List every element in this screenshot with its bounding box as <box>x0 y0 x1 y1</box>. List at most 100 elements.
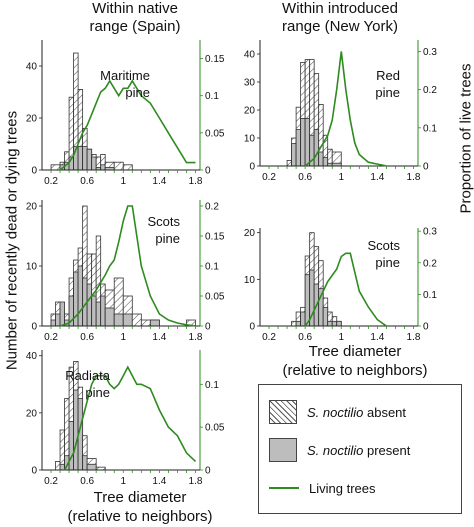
panel-4-y2-tick-label: 0.3 <box>423 47 437 58</box>
y-axis-title-right: Proportion of live trees <box>457 63 474 214</box>
panel-2-bar-present-0 <box>50 319 56 327</box>
panel-2-bar-present-11 <box>100 295 106 327</box>
panel-1-x-tick-label: 1.8 <box>189 176 203 187</box>
panel-4-species-label: Red <box>376 68 400 83</box>
panel-2-bar-present-14 <box>122 313 133 327</box>
panel-3-y-tick-label: 20 <box>26 408 38 419</box>
panel-5-bar-present-8 <box>327 320 333 327</box>
panel-5-bar-present-10 <box>336 320 342 327</box>
panel-2-species-label: pine <box>155 231 180 246</box>
panel-4-y2-tick-label: 0 <box>423 162 429 173</box>
panel-4-bar-present-4 <box>304 118 311 167</box>
panel-2-bar-present-2 <box>59 301 65 327</box>
panel-2-x-tick-label: 1 <box>120 332 126 343</box>
x-axis-title-right: Tree diameter (relative to neighbors) <box>250 342 460 380</box>
panel-5-y-tick-label: 0 <box>249 322 255 333</box>
panel-5-y2-tick-label: 0.2 <box>423 258 437 269</box>
panel-1-y-tick-label: 0 <box>31 166 37 177</box>
panel-3-living-trees-line <box>63 365 197 471</box>
panel-5-bar-present-7 <box>322 306 329 327</box>
panel-2-species-label: Scots <box>147 214 180 229</box>
panel-2-bar-present-9 <box>91 295 97 327</box>
y-axis-title-left: Number of recently dead or dying trees <box>3 110 21 371</box>
panel-4-y-tick-label: 0 <box>249 162 255 173</box>
panel-2-bar-present-10 <box>95 301 102 327</box>
x-axis-title-left-line-1: Tree diameter <box>93 489 187 506</box>
panel-1-living-trees-line <box>59 79 196 171</box>
panel-1-bar-absent-13 <box>122 164 133 171</box>
panel-3-bar-absent-0 <box>55 461 61 471</box>
header-native-range: Within native range (Spain) <box>40 0 230 36</box>
panel-2-y2-tick-label: 0.05 <box>205 292 225 303</box>
panel-5-y2-tick-label: 0 <box>423 322 429 333</box>
legend-swatch-gray <box>269 438 297 462</box>
panel-4-y-tick-label: 10 <box>244 134 256 145</box>
panel-1-x-tick-label: 0.6 <box>80 176 94 187</box>
legend-label-present: S. noctilio present <box>307 442 411 458</box>
panel-4-y2-tick-label: 0.1 <box>423 123 437 134</box>
panel-5-bar-present-1 <box>295 320 302 327</box>
panel-3-bar-present-4 <box>73 389 79 471</box>
panel-4-bar-present-8 <box>322 157 329 167</box>
panel-4-x-tick-label: 1 <box>338 172 344 183</box>
panel-5-species-label: Scots <box>367 238 400 253</box>
panel-2-x-tick-label: 0.2 <box>44 332 58 343</box>
legend: S. noctilio absent S. noctilio present L… <box>258 384 462 514</box>
panel-4-bar-absent-0 <box>286 159 293 167</box>
header-native-line-1: Within native <box>92 0 178 17</box>
panel-5-y2-tick-label: 0.3 <box>423 227 437 238</box>
panel-5-x-tick-label: 0.2 <box>262 332 276 343</box>
panel-3-bar-present-3 <box>68 421 75 471</box>
panel-1-bar-absent-0 <box>50 164 61 171</box>
panel-4-y-tick-label: 20 <box>244 106 256 117</box>
panel-1-y2-tick-label: 0.1 <box>205 91 219 102</box>
panel-2-x-tick-label: 1.4 <box>152 332 166 343</box>
panel-2-bar-present-6 <box>77 265 84 327</box>
panel-1-bar-present-5 <box>77 146 84 171</box>
panel-3-bar-present-1 <box>59 463 65 471</box>
legend-swatch-hatched <box>269 400 297 424</box>
panel-3-species-label: Radiata <box>65 368 111 383</box>
legend-label-absent: S. noctilio absent <box>307 404 407 420</box>
panel-3-y-tick-label: 0 <box>31 466 37 477</box>
panel-1-x-tick-label: 1 <box>120 176 126 187</box>
panel-1-y-tick-label: 20 <box>26 114 38 125</box>
panel-3-y2-tick-label: 0.05 <box>205 423 225 434</box>
panel-2-bar-present-8 <box>86 283 93 327</box>
panel-5-bar-present-9 <box>331 320 338 327</box>
panel-2-y2-tick-label: 0 <box>205 322 211 333</box>
panel-1-x-tick-label: 1.4 <box>152 176 166 187</box>
panel-2-y2-tick-label: 0.15 <box>205 232 225 243</box>
panel-2-bar-present-13 <box>113 313 124 327</box>
panel-3-bar-present-6 <box>82 455 88 471</box>
panel-5-bar-absent-0 <box>291 320 297 327</box>
panel-4-bar-present-6 <box>313 129 320 167</box>
panel-5-bar-present-3 <box>304 274 311 327</box>
panel-4-living-trees-line <box>304 51 387 167</box>
legend-item-absent: S. noctilio absent <box>269 399 406 425</box>
panel-4-bar-present-7 <box>318 151 324 167</box>
panel-2-y-tick-label: 0 <box>31 322 37 333</box>
panel-1-bar-absent-12 <box>113 161 124 171</box>
panel-4-y-tick-label: 40 <box>244 50 256 61</box>
panel-2-x-tick-label: 0.6 <box>80 332 94 343</box>
panel-5-x-tick-label: 1.4 <box>370 332 384 343</box>
panel-3-y-tick-label: 40 <box>26 351 38 362</box>
panel-1-bar-present-8 <box>91 156 97 171</box>
panel-3-x-tick-label: 1.8 <box>189 476 203 487</box>
panel-3-x-tick-label: 1 <box>120 476 126 487</box>
panel-3-x-tick-label: 1.4 <box>152 476 166 487</box>
panel-3-x-tick-label: 0.6 <box>80 476 94 487</box>
panel-2-living-trees-line <box>59 205 196 327</box>
header-native-line-2: range (Spain) <box>89 18 181 35</box>
header-introduced-range: Within introduced range (New York) <box>245 0 435 36</box>
header-introduced-line-2: range (New York) <box>282 18 398 35</box>
legend-item-present: S. noctilio present <box>269 437 410 463</box>
x-axis-title-right-line-2: (relative to neighbors) <box>282 362 428 379</box>
panel-3-species-label: pine <box>85 385 110 400</box>
x-axis-title-left: Tree diameter (relative to neighbors) <box>40 488 240 526</box>
panel-5-species-label: pine <box>375 255 400 270</box>
panel-4-x-tick-label: 1.4 <box>370 172 384 183</box>
panel-2-x-tick-label: 1.8 <box>189 332 203 343</box>
panel-5-x-tick-label: 1.8 <box>407 332 421 343</box>
